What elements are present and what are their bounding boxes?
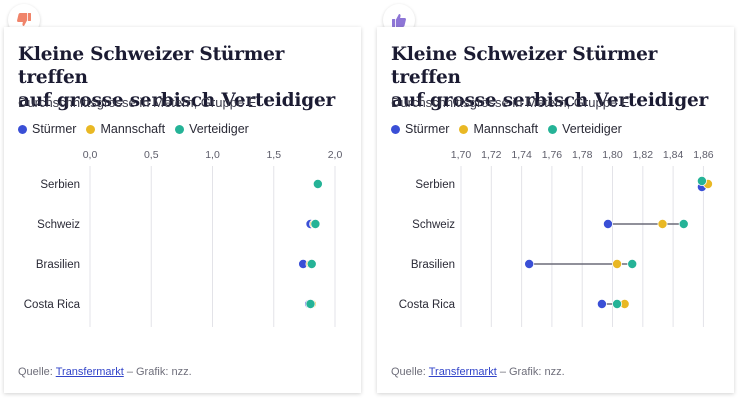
data-point-verteidiger (312, 178, 323, 189)
data-point-verteidiger (305, 298, 316, 309)
tick-label: 1,70 (451, 149, 472, 161)
tick-label: 1,76 (542, 149, 563, 161)
legend-item-mannschaft: Mannschaft (86, 122, 165, 136)
category-label: Schweiz (37, 219, 80, 231)
data-point-stuermer (596, 298, 607, 309)
category-label: Brasilien (36, 259, 80, 271)
data-point-mannschaft (612, 258, 623, 269)
category-label: Serbien (40, 179, 80, 191)
tick-label: 1,84 (663, 149, 684, 161)
data-point-verteidiger (306, 258, 317, 269)
tick-label: 0,5 (144, 149, 159, 161)
source-link[interactable]: Transfermarkt (428, 366, 497, 378)
data-point-verteidiger (310, 218, 321, 229)
chart-card-good: Kleine Schweizer Stürmer treffen auf gro… (377, 27, 734, 393)
tick-label: 1,0 (205, 149, 220, 161)
chart-subtitle: Durchschnittsgrösse in Metern, Gruppe E (391, 95, 630, 110)
legend-item-verteidiger: Verteidiger (548, 122, 622, 136)
thumbs-up-icon (392, 14, 406, 27)
legend-item-mannschaft: Mannschaft (459, 122, 538, 136)
chart-legend: Stürmer Mannschaft Verteidiger (18, 122, 249, 136)
dot-plot-full-axis: 0,0 0,5 1,0 1,5 2,0 Serbien Schweiz Brasilien Co… (24, 149, 343, 327)
category-label: Schweiz (412, 219, 455, 231)
chart-source: Quelle: Transfermarkt – Grafik: nzz. (391, 366, 565, 378)
tick-label: 1,82 (633, 149, 654, 161)
chart-source: Quelle: Transfermarkt – Grafik: nzz. (18, 366, 192, 378)
data-point-mannschaft (657, 218, 668, 229)
chart-card-bad: Kleine Schweizer Stürmer treffen auf gro… (4, 27, 361, 393)
dot-plot-zoomed-axis: 1,70 1,72 1,74 1,76 1,78 1,80 1,82 1,84 1,86 Serb… (399, 149, 714, 327)
legend-item-stuermer: Stürmer (18, 122, 76, 136)
data-point-stuermer (524, 258, 535, 269)
tick-label: 1,72 (481, 149, 502, 161)
tick-label: 0,0 (83, 149, 98, 161)
category-label: Costa Rica (399, 299, 456, 311)
tick-label: 1,74 (511, 149, 532, 161)
chart-subtitle: Durchschnittsgrösse in Metern, Gruppe E (18, 95, 257, 110)
data-point-verteidiger (612, 298, 623, 309)
tick-label: 1,86 (693, 149, 714, 161)
data-point-stuermer (602, 218, 613, 229)
category-label: Serbien (415, 179, 455, 191)
chart-title: Kleine Schweizer Stürmer treffen auf gro… (18, 44, 336, 111)
tick-label: 2,0 (328, 149, 343, 161)
tick-label: 1,5 (266, 149, 281, 161)
category-label: Brasilien (411, 259, 455, 271)
legend-item-verteidiger: Verteidiger (175, 122, 249, 136)
category-label: Costa Rica (24, 299, 81, 311)
legend-item-stuermer: Stürmer (391, 122, 449, 136)
chart-legend: Stürmer Mannschaft Verteidiger (391, 122, 622, 136)
thumbs-down-icon (17, 13, 31, 26)
tick-label: 1,78 (572, 149, 593, 161)
data-point-verteidiger (678, 218, 689, 229)
source-link[interactable]: Transfermarkt (55, 366, 124, 378)
data-point-verteidiger (696, 175, 707, 186)
tick-label: 1,80 (602, 149, 623, 161)
data-point-verteidiger (627, 258, 638, 269)
chart-title: Kleine Schweizer Stürmer treffen auf gro… (391, 44, 709, 111)
